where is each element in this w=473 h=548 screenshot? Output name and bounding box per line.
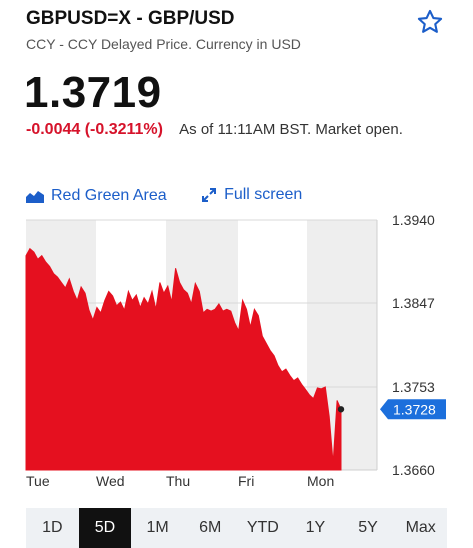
range-selector: 1D 5D 1M 6M YTD 1Y 5Y Max: [26, 508, 447, 548]
x-tick-label: Thu: [166, 473, 190, 489]
chart-toolbar: Red Green Area Full screen: [26, 186, 332, 208]
current-point-dot: [337, 406, 345, 413]
chart-type-label: Red Green Area: [51, 187, 167, 204]
star-outline-icon[interactable]: [416, 8, 444, 36]
chart-type-button[interactable]: Red Green Area: [26, 187, 167, 205]
instrument-subtitle: CCY - CCY Delayed Price. Currency in USD: [26, 36, 301, 52]
fullscreen-button[interactable]: Full screen: [201, 186, 302, 204]
range-tab-max[interactable]: Max: [405, 519, 436, 536]
x-tick-label: Mon: [307, 473, 334, 489]
range-tab-5y[interactable]: 5Y: [358, 519, 378, 536]
range-tab-6m[interactable]: 6M: [199, 519, 222, 536]
x-tick-label: Wed: [96, 473, 125, 489]
range-tab-1m[interactable]: 1M: [146, 519, 169, 536]
range-tab-5d[interactable]: 5D: [78, 508, 132, 548]
price-chart[interactable]: 1.3940 1.3847 1.3753 1.3660 1.3728 Tue Wed Thu F…: [0, 210, 473, 500]
current-value-tag: [380, 399, 446, 420]
range-tab-1y[interactable]: 1Y: [305, 519, 326, 536]
area-chart-icon: [26, 191, 44, 203]
as-of-timestamp: As of 11:11AM BST. Market open.: [179, 121, 403, 138]
current-price: 1.3719: [24, 68, 162, 117]
range-tab-ytd[interactable]: YTD: [246, 519, 279, 536]
x-tick-label: Fri: [238, 473, 254, 489]
y-tick-label: 1.3753: [392, 379, 435, 395]
y-tick-label: 1.3660: [392, 462, 435, 478]
fullscreen-label: Full screen: [224, 186, 303, 203]
change-row: -0.0044 (-0.3211%) As of 11:11AM BST. Ma…: [26, 121, 403, 139]
current-value-label: 1.3728: [393, 401, 436, 417]
range-tab-1d[interactable]: 1D: [42, 519, 63, 536]
y-tick-label: 1.3847: [392, 295, 435, 311]
price-area: [25, 247, 342, 471]
expand-icon: [202, 188, 217, 202]
instrument-title: GBPUSD=X - GBP/USD: [26, 8, 235, 29]
x-tick-label: Tue: [26, 473, 50, 489]
y-tick-label: 1.3940: [392, 212, 435, 228]
price-change: -0.0044 (-0.3211%): [26, 121, 163, 138]
